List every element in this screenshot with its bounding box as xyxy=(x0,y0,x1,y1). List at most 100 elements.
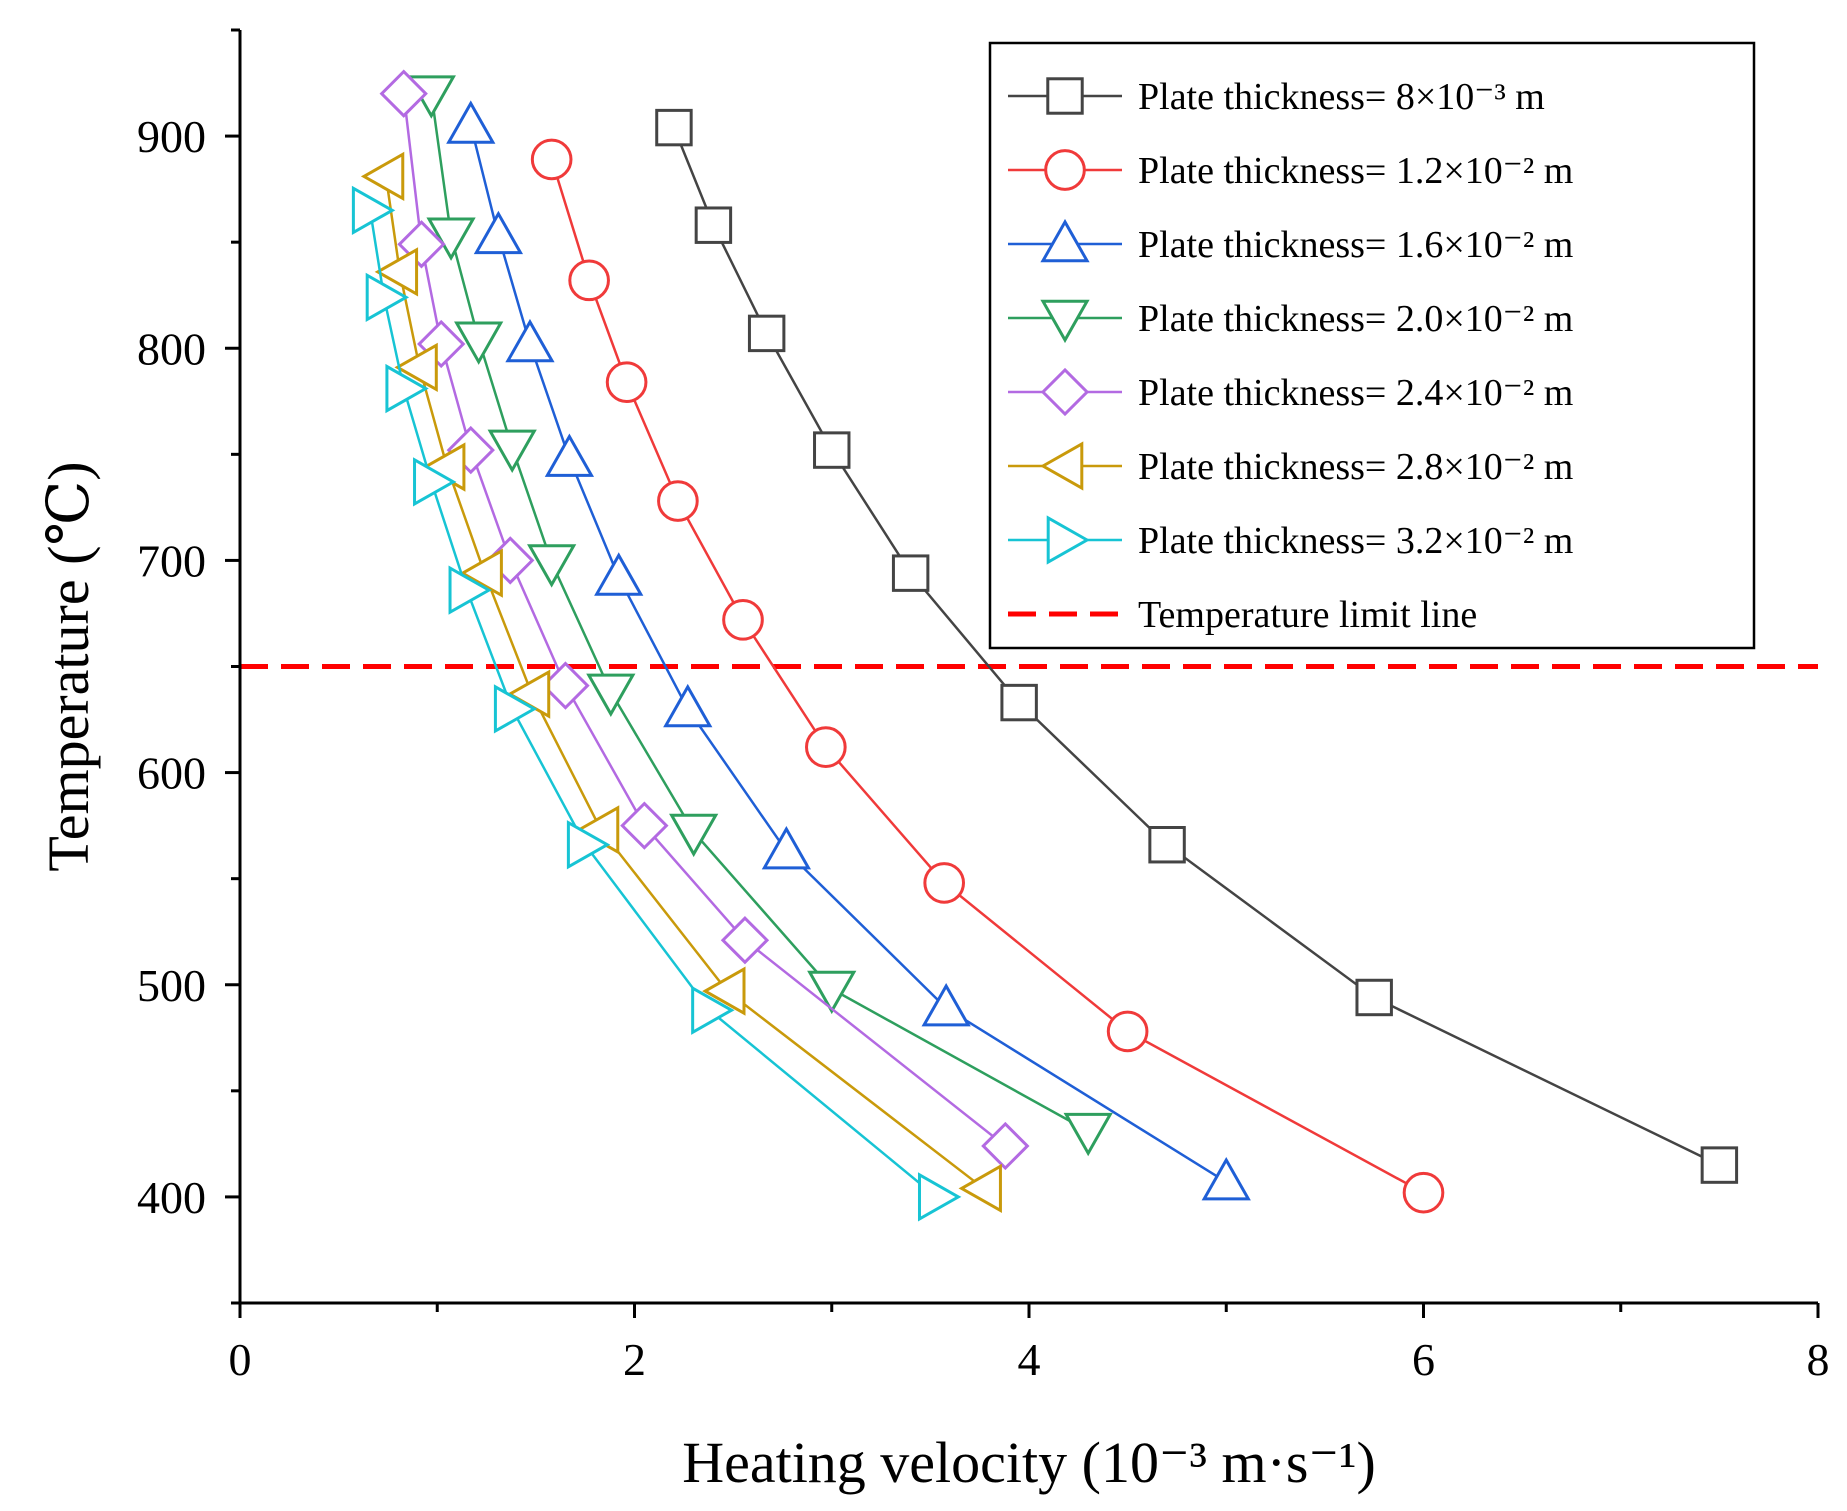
y-tick-label: 600 xyxy=(137,748,206,799)
series-6-point xyxy=(394,342,438,392)
series-4-point xyxy=(807,970,857,1015)
series-2-point xyxy=(605,361,648,404)
series-layer xyxy=(351,69,1739,1222)
series-4-point xyxy=(454,321,504,365)
series-7-point xyxy=(917,1172,962,1222)
series-5-point xyxy=(379,69,428,118)
x-tick-label: 6 xyxy=(1412,1334,1435,1385)
series-1-point xyxy=(1000,683,1038,722)
legend-swatch-marker xyxy=(1046,77,1084,115)
series-5-point xyxy=(417,319,466,369)
series-7-point xyxy=(691,985,735,1035)
legend-box xyxy=(988,41,1756,650)
legend-item-6: Plate thickness= 2.8×10⁻² m xyxy=(1008,441,1573,491)
x-axis-title: Heating velocity (10⁻³ m·s⁻¹) xyxy=(682,1430,1376,1495)
series-3-point xyxy=(505,318,555,363)
series-1-point xyxy=(813,431,851,469)
series-6 xyxy=(360,151,1002,1214)
series-7-line xyxy=(368,210,938,1198)
legend-swatch-marker xyxy=(1040,367,1090,417)
series-3-point xyxy=(1201,1156,1251,1201)
series-7 xyxy=(351,185,962,1222)
series-5-point xyxy=(446,425,495,475)
series-2-point xyxy=(568,259,610,302)
series-2-point xyxy=(657,480,699,522)
series-2-point xyxy=(805,726,847,768)
series-3-point xyxy=(473,210,524,255)
series-7-point xyxy=(448,565,492,615)
series-7-point xyxy=(566,820,611,870)
series-6-point xyxy=(702,966,746,1016)
series-7-point xyxy=(385,363,429,414)
legend-label: Plate thickness= 2.0×10⁻² m xyxy=(1138,298,1573,340)
series-2 xyxy=(530,138,1445,1214)
series-3 xyxy=(446,100,1251,1201)
x-tick-label: 8 xyxy=(1807,1334,1830,1385)
series-3-point xyxy=(446,100,496,144)
series-6-point xyxy=(958,1163,1002,1214)
series-1-point xyxy=(747,314,786,353)
series-6-point xyxy=(360,151,405,202)
series-1 xyxy=(655,108,1739,1184)
legend-swatch-marker xyxy=(1044,149,1086,191)
legend-item-limit: Temperature limit line xyxy=(1008,594,1477,636)
x-tick-label: 4 xyxy=(1018,1334,1041,1385)
y-tick-label: 900 xyxy=(137,111,206,162)
legend-label: Plate thickness= 2.4×10⁻² m xyxy=(1138,372,1573,414)
series-4 xyxy=(406,75,1113,1157)
series-3-point xyxy=(921,982,971,1027)
legend: Plate thickness= 8×10⁻³ m Plate thickness… xyxy=(988,41,1756,650)
series-5-point xyxy=(541,661,590,710)
y-tick-label: 700 xyxy=(137,535,206,586)
legend-label: Temperature limit line xyxy=(1138,594,1477,636)
legend-swatch-marker xyxy=(1046,515,1091,565)
series-4-point xyxy=(487,429,537,474)
series-3-point xyxy=(761,825,812,870)
series-2-point xyxy=(530,138,573,181)
x-tick-label: 0 xyxy=(229,1334,252,1385)
series-1-point xyxy=(1700,1146,1739,1184)
y-tick-label: 800 xyxy=(137,323,206,374)
series-6-point xyxy=(374,247,419,297)
y-axis-title: Temperature (℃) xyxy=(36,461,101,871)
series-1-point xyxy=(655,108,693,147)
series-7-point xyxy=(493,684,538,734)
series-6-point xyxy=(459,548,503,598)
series-1-point xyxy=(891,554,930,592)
legend-label: Plate thickness= 3.2×10⁻² m xyxy=(1138,520,1573,562)
legend-item-1: Plate thickness= 8×10⁻³ m xyxy=(1008,76,1545,118)
legend-item-3: Plate thickness= 1.6×10⁻² m xyxy=(1008,218,1573,266)
series-1-point xyxy=(1148,826,1186,864)
y-tick-label: 400 xyxy=(137,1172,206,1223)
series-4-point xyxy=(586,673,636,718)
legend-item-7: Plate thickness= 3.2×10⁻² m xyxy=(1008,515,1573,565)
series-2-point xyxy=(722,599,764,641)
series-3-point xyxy=(594,552,644,596)
series-4-point xyxy=(1063,1112,1113,1157)
legend-item-4: Plate thickness= 2.0×10⁻² m xyxy=(1008,298,1573,344)
legend-swatch-marker xyxy=(1040,299,1090,344)
series-4-point xyxy=(426,217,476,261)
series-5-point xyxy=(981,1121,1030,1171)
series-3-point xyxy=(544,433,595,477)
legend-label: Plate thickness= 2.8×10⁻² m xyxy=(1138,446,1573,488)
legend-label: Plate thickness= 1.2×10⁻² m xyxy=(1138,150,1573,192)
legend-swatch-marker xyxy=(1039,441,1084,491)
series-4-point xyxy=(669,813,719,858)
series-2-point xyxy=(923,862,966,904)
x-tick-label: 2 xyxy=(623,1334,646,1385)
series-7-point xyxy=(365,272,410,322)
legend-item-2: Plate thickness= 1.2×10⁻² m xyxy=(1008,149,1573,192)
legend-swatch-marker xyxy=(1040,218,1090,263)
series-5-point xyxy=(620,801,669,850)
series-4-point xyxy=(527,544,577,588)
series-1-point xyxy=(694,206,733,244)
legend-label: Plate thickness= 1.6×10⁻² m xyxy=(1138,224,1573,266)
axes-layer: 0 2 4 6 8 400 500 600 700 800 900 Heating velocity … xyxy=(36,28,1830,1495)
series-7-point xyxy=(413,457,457,507)
series-5-point xyxy=(720,916,770,965)
series-1-point xyxy=(1355,978,1393,1017)
legend-label: Plate thickness= 8×10⁻³ m xyxy=(1138,76,1545,118)
series-2-point xyxy=(1402,1171,1445,1214)
legend-item-5: Plate thickness= 2.4×10⁻² m xyxy=(1008,367,1573,417)
